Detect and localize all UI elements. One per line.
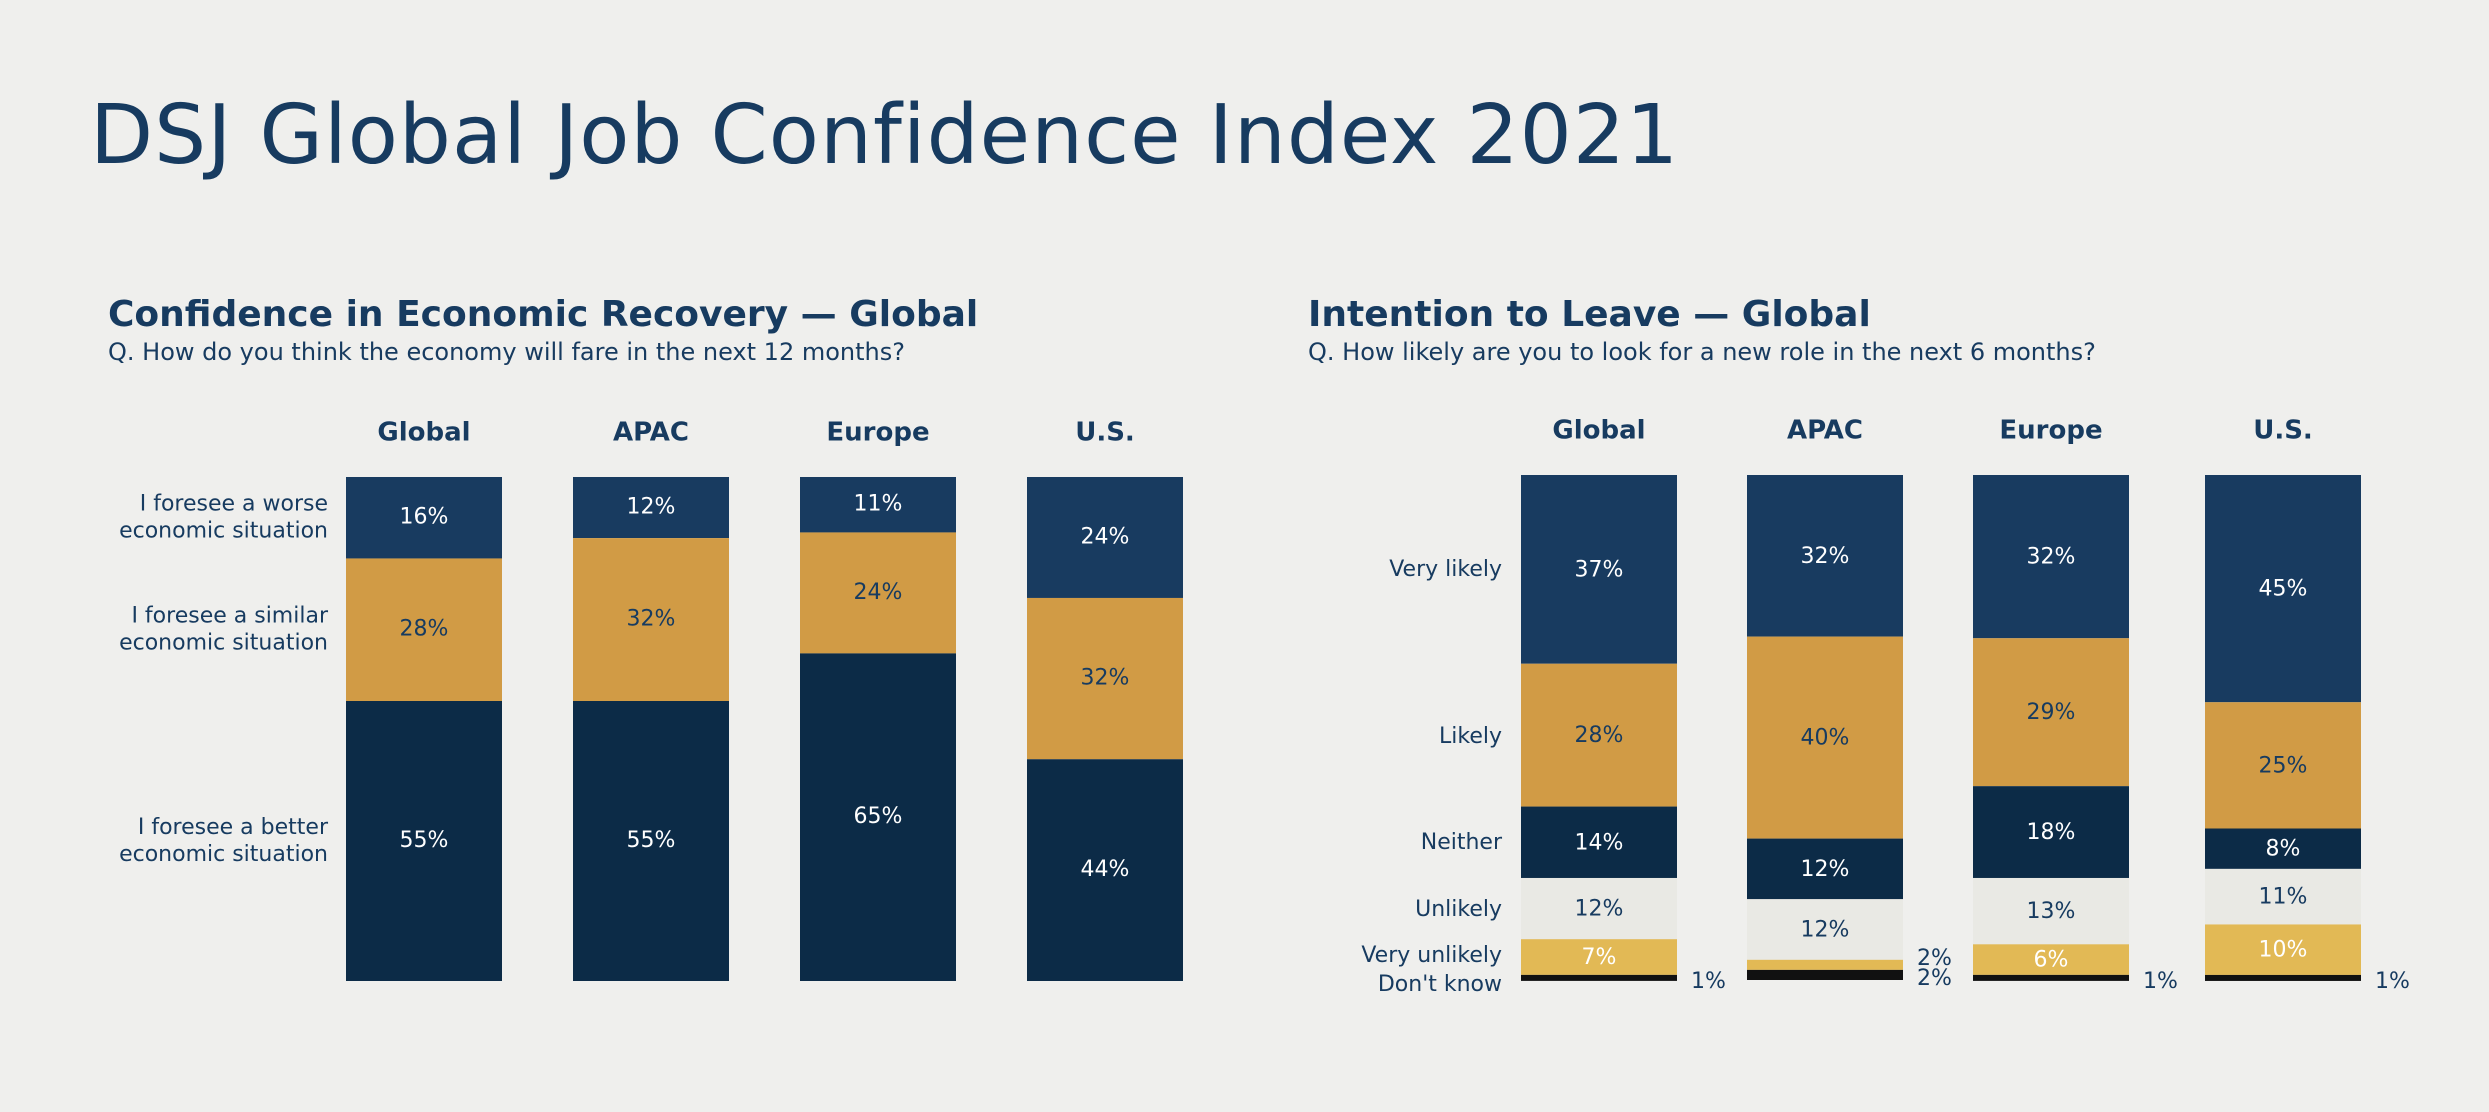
- bar-very-unlikely-europe: [1973, 944, 2129, 975]
- bar-don-t-know-global: [1521, 974, 1677, 981]
- data-label-very-likely-u-s: 45%: [2259, 577, 2308, 602]
- data-label-i-foresee-a-better-economic-situation-apac: 55%: [627, 828, 676, 853]
- category-label-europe: Europe: [1999, 416, 2102, 446]
- bar-i-foresee-a-better-economic-situation-global: [346, 701, 502, 981]
- category-label-apac: APAC: [613, 418, 689, 448]
- data-label-very-likely-global: 37%: [1575, 557, 1624, 582]
- bar-very-unlikely-global: [1521, 939, 1677, 975]
- legend-label-i-foresee-a-worse-economic-situation-line1: I foresee a worse: [140, 492, 328, 517]
- bar-likely-u-s: [2205, 702, 2361, 829]
- chart-subtitle-intention-to-leave: Q. How likely are you to look for a new …: [1308, 338, 2096, 366]
- data-label-very-unlikely-u-s: 10%: [2259, 938, 2308, 963]
- data-label-neither-u-s: 8%: [2266, 837, 2301, 862]
- legend-label-i-foresee-a-similar-economic-situation-line2: economic situation: [119, 631, 328, 656]
- bar-neither-u-s: [2205, 828, 2361, 869]
- data-label-neither-europe: 18%: [2027, 820, 2076, 845]
- bar-unlikely-europe: [1973, 877, 2129, 945]
- data-label-don-t-know-apac: 2%: [1917, 966, 1952, 991]
- data-label-very-likely-apac: 32%: [1801, 544, 1850, 569]
- bar-neither-apac: [1747, 838, 1903, 900]
- category-label-global: Global: [1552, 416, 1645, 446]
- bar-likely-europe: [1973, 638, 2129, 787]
- data-label-unlikely-europe: 13%: [2027, 899, 2076, 924]
- bar-very-unlikely-u-s: [2205, 924, 2361, 975]
- data-label-i-foresee-a-better-economic-situation-global: 55%: [400, 828, 449, 853]
- data-label-unlikely-apac: 12%: [1801, 918, 1850, 943]
- data-label-i-foresee-a-worse-economic-situation-u-s: 24%: [1081, 524, 1130, 549]
- bar-likely-global: [1521, 663, 1677, 807]
- category-label-u-s: U.S.: [2253, 416, 2313, 446]
- data-label-i-foresee-a-similar-economic-situation-global: 28%: [400, 617, 449, 642]
- bar-neither-europe: [1973, 786, 2129, 878]
- legend-label-very-unlikely: Very unlikely: [1361, 943, 1502, 968]
- data-label-very-unlikely-global: 7%: [1582, 945, 1617, 970]
- legend-label-i-foresee-a-better-economic-situation-line1: I foresee a better: [138, 815, 329, 840]
- legend-label-unlikely: Unlikely: [1415, 897, 1502, 922]
- bar-i-foresee-a-similar-economic-situation-global: [346, 558, 502, 701]
- bar-very-unlikely-apac: [1747, 959, 1903, 970]
- bar-i-foresee-a-worse-economic-situation-u-s: [1027, 477, 1183, 598]
- data-label-very-unlikely-apac: 2%: [1917, 946, 1952, 971]
- bar-likely-apac: [1747, 636, 1903, 839]
- bar-i-foresee-a-similar-economic-situation-europe: [800, 532, 956, 654]
- bar-i-foresee-a-worse-economic-situation-global: [346, 477, 502, 559]
- bar-i-foresee-a-worse-economic-situation-apac: [573, 477, 729, 539]
- data-label-i-foresee-a-similar-economic-situation-europe: 24%: [854, 580, 903, 605]
- legend-label-likely: Likely: [1439, 724, 1502, 749]
- legend-label-i-foresee-a-worse-economic-situation-line2: economic situation: [119, 519, 328, 544]
- bar-very-likely-europe: [1973, 475, 2129, 639]
- chart-title-intention-to-leave: Intention to Leave — Global: [1308, 294, 1871, 335]
- bar-i-foresee-a-similar-economic-situation-u-s: [1027, 597, 1183, 760]
- data-label-likely-global: 28%: [1575, 723, 1624, 748]
- data-label-i-foresee-a-similar-economic-situation-u-s: 32%: [1081, 666, 1130, 691]
- data-label-i-foresee-a-better-economic-situation-u-s: 44%: [1081, 857, 1130, 882]
- data-label-unlikely-global: 12%: [1575, 897, 1624, 922]
- data-label-don-t-know-u-s: 1%: [2375, 969, 2410, 994]
- data-label-likely-u-s: 25%: [2259, 753, 2308, 778]
- bar-don-t-know-u-s: [2205, 974, 2361, 981]
- bar-i-foresee-a-better-economic-situation-europe: [800, 653, 956, 981]
- data-label-likely-europe: 29%: [2027, 700, 2076, 725]
- bar-very-likely-apac: [1747, 475, 1903, 637]
- bar-i-foresee-a-better-economic-situation-apac: [573, 701, 729, 981]
- data-label-neither-global: 14%: [1575, 830, 1624, 855]
- legend-label-i-foresee-a-better-economic-situation-line2: economic situation: [119, 842, 328, 867]
- data-label-i-foresee-a-worse-economic-situation-global: 16%: [400, 505, 449, 530]
- bar-i-foresee-a-better-economic-situation-u-s: [1027, 759, 1183, 981]
- category-label-apac: APAC: [1787, 416, 1863, 446]
- data-label-neither-apac: 12%: [1801, 857, 1850, 882]
- category-label-u-s: U.S.: [1075, 418, 1135, 448]
- bar-i-foresee-a-worse-economic-situation-europe: [800, 477, 956, 533]
- data-label-i-foresee-a-better-economic-situation-europe: 65%: [854, 804, 903, 829]
- legend-label-don-t-know: Don't know: [1378, 972, 1502, 997]
- category-label-europe: Europe: [826, 418, 929, 448]
- bar-unlikely-u-s: [2205, 868, 2361, 925]
- bar-i-foresee-a-similar-economic-situation-apac: [573, 538, 729, 701]
- bar-don-t-know-apac: [1747, 969, 1903, 980]
- bar-don-t-know-europe: [1973, 974, 2129, 981]
- bar-unlikely-global: [1521, 877, 1677, 940]
- bar-very-likely-global: [1521, 475, 1677, 664]
- legend-label-i-foresee-a-similar-economic-situation-line1: I foresee a similar: [131, 604, 328, 629]
- bar-neither-global: [1521, 806, 1677, 878]
- data-label-don-t-know-global: 1%: [1691, 969, 1726, 994]
- data-label-likely-apac: 40%: [1801, 726, 1850, 751]
- data-label-very-unlikely-europe: 6%: [2034, 948, 2069, 973]
- legend-label-neither: Neither: [1421, 830, 1503, 855]
- data-label-i-foresee-a-worse-economic-situation-apac: 12%: [627, 495, 676, 520]
- data-label-i-foresee-a-worse-economic-situation-europe: 11%: [854, 492, 903, 517]
- data-label-i-foresee-a-similar-economic-situation-apac: 32%: [627, 607, 676, 632]
- page-title: DSJ Global Job Confidence Index 2021: [90, 88, 1680, 183]
- data-label-don-t-know-europe: 1%: [2143, 969, 2178, 994]
- bar-unlikely-apac: [1747, 899, 1903, 960]
- data-label-unlikely-u-s: 11%: [2259, 885, 2308, 910]
- chart-title-economic-recovery: Confidence in Economic Recovery — Global: [108, 294, 979, 335]
- category-label-global: Global: [377, 418, 470, 448]
- data-label-very-likely-europe: 32%: [2027, 545, 2076, 570]
- bar-very-likely-u-s: [2205, 475, 2361, 703]
- chart-subtitle-economic-recovery: Q. How do you think the economy will far…: [108, 338, 905, 366]
- legend-label-very-likely: Very likely: [1389, 557, 1502, 582]
